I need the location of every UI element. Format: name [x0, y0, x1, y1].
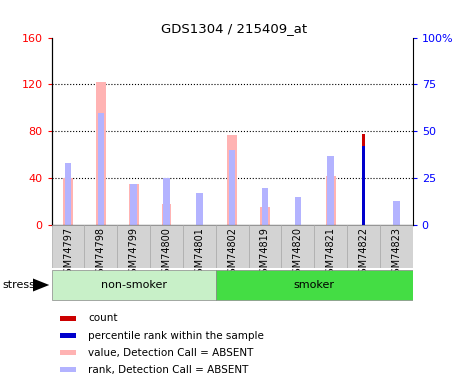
- Text: GSM74819: GSM74819: [260, 227, 270, 280]
- Bar: [129, 184, 138, 225]
- Text: value, Detection Call = ABSENT: value, Detection Call = ABSENT: [88, 348, 254, 358]
- Text: GSM74799: GSM74799: [129, 227, 139, 280]
- Bar: [325, 176, 335, 225]
- Bar: [60, 367, 76, 372]
- Bar: [327, 156, 334, 225]
- Polygon shape: [33, 278, 49, 292]
- Bar: [229, 150, 235, 225]
- Bar: [362, 146, 365, 225]
- Text: GDS1304 / 215409_at: GDS1304 / 215409_at: [161, 22, 308, 36]
- Bar: [216, 225, 249, 268]
- Bar: [227, 135, 237, 225]
- Text: GSM74821: GSM74821: [325, 227, 336, 280]
- Bar: [63, 178, 73, 225]
- Bar: [60, 350, 76, 355]
- Bar: [281, 225, 314, 268]
- Text: non-smoker: non-smoker: [101, 280, 166, 290]
- Bar: [362, 134, 365, 225]
- Bar: [314, 225, 347, 268]
- Bar: [117, 225, 150, 268]
- Bar: [84, 225, 117, 268]
- Bar: [150, 225, 183, 268]
- Bar: [98, 112, 104, 225]
- Text: GSM74800: GSM74800: [161, 227, 172, 280]
- Bar: [260, 207, 270, 225]
- Text: percentile rank within the sample: percentile rank within the sample: [88, 330, 264, 340]
- Text: GSM74797: GSM74797: [63, 227, 73, 280]
- Bar: [183, 225, 216, 268]
- Text: GSM74820: GSM74820: [293, 227, 303, 280]
- Bar: [60, 316, 76, 321]
- Text: GSM74798: GSM74798: [96, 227, 106, 280]
- Bar: [60, 333, 76, 338]
- Bar: [52, 270, 216, 300]
- Text: GSM74801: GSM74801: [194, 227, 204, 280]
- Bar: [196, 193, 203, 225]
- Bar: [163, 178, 170, 225]
- Bar: [249, 225, 281, 268]
- Text: GSM74823: GSM74823: [391, 227, 401, 280]
- Bar: [96, 82, 106, 225]
- Bar: [295, 197, 301, 225]
- Bar: [393, 201, 400, 225]
- Bar: [347, 225, 380, 268]
- Bar: [380, 225, 413, 268]
- Text: stress: stress: [2, 280, 35, 290]
- Bar: [130, 184, 137, 225]
- Text: rank, Detection Call = ABSENT: rank, Detection Call = ABSENT: [88, 365, 249, 375]
- Text: GSM74822: GSM74822: [358, 227, 369, 280]
- Bar: [216, 270, 413, 300]
- Bar: [65, 163, 71, 225]
- Text: GSM74802: GSM74802: [227, 227, 237, 280]
- Text: smoker: smoker: [294, 280, 335, 290]
- Bar: [161, 204, 171, 225]
- Bar: [262, 188, 268, 225]
- Text: count: count: [88, 314, 118, 323]
- Bar: [52, 225, 84, 268]
